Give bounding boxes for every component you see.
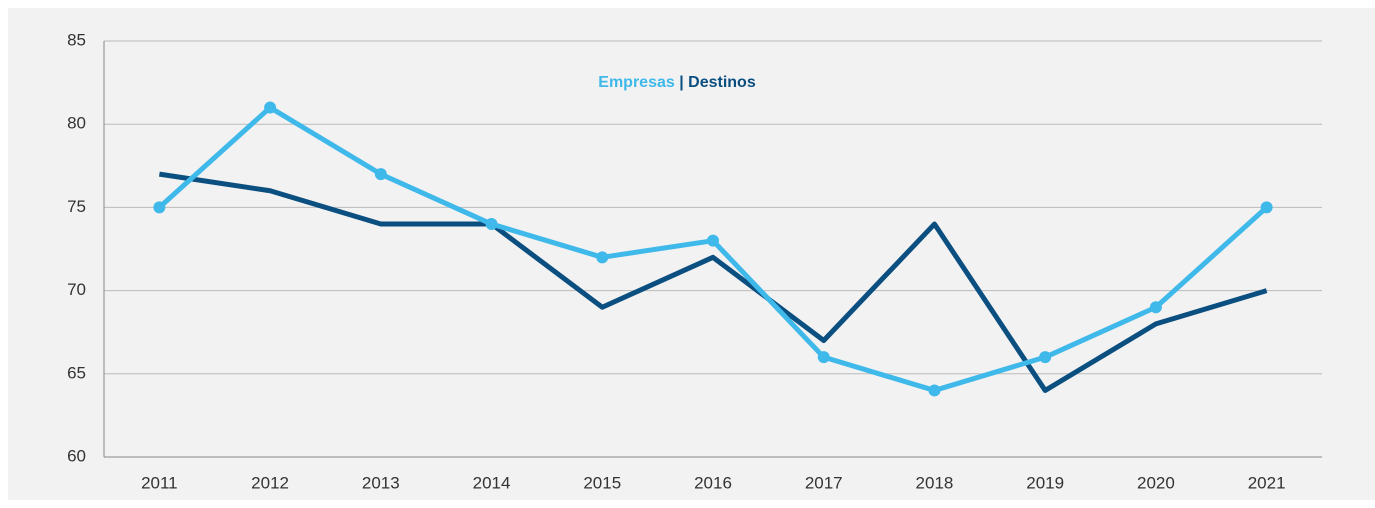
y-tick-label: 80 xyxy=(67,114,86,133)
data-point xyxy=(264,101,277,114)
x-tick-label: 2017 xyxy=(805,473,843,492)
y-tick-label: 85 xyxy=(67,30,86,49)
x-tick-label: 2014 xyxy=(473,473,511,492)
y-tick-label: 65 xyxy=(67,363,86,382)
legend-separator: | xyxy=(679,74,683,91)
x-tick-label: 2021 xyxy=(1248,473,1286,492)
data-point xyxy=(707,234,719,247)
y-tick-label: 75 xyxy=(67,197,86,216)
data-point xyxy=(1260,201,1273,214)
y-tick-label: 60 xyxy=(67,446,86,465)
data-point xyxy=(485,218,498,231)
data-point xyxy=(1039,351,1052,364)
series-line xyxy=(158,171,1268,393)
x-tick-label: 2016 xyxy=(694,473,732,492)
x-tick-label: 2018 xyxy=(916,473,954,492)
x-tick-label: 2015 xyxy=(583,473,621,492)
x-tick-label: 2019 xyxy=(1026,473,1064,492)
y-tick-label: 70 xyxy=(67,280,86,299)
legend-entry: Destinos xyxy=(688,74,756,91)
data-point xyxy=(1149,301,1162,314)
x-tick-label: 2020 xyxy=(1137,473,1175,492)
data-point xyxy=(374,168,387,181)
x-tick-label: 2011 xyxy=(141,473,178,492)
legend-entry: Empresas xyxy=(598,74,675,91)
data-point xyxy=(153,201,166,214)
data-point xyxy=(596,251,609,264)
x-tick-label: 2012 xyxy=(251,473,289,492)
data-point xyxy=(817,351,830,364)
chart-background xyxy=(8,8,1375,500)
legend: Empresas | Destinos xyxy=(598,74,756,91)
x-tick-label: 2013 xyxy=(362,473,400,492)
data-point xyxy=(928,384,941,397)
